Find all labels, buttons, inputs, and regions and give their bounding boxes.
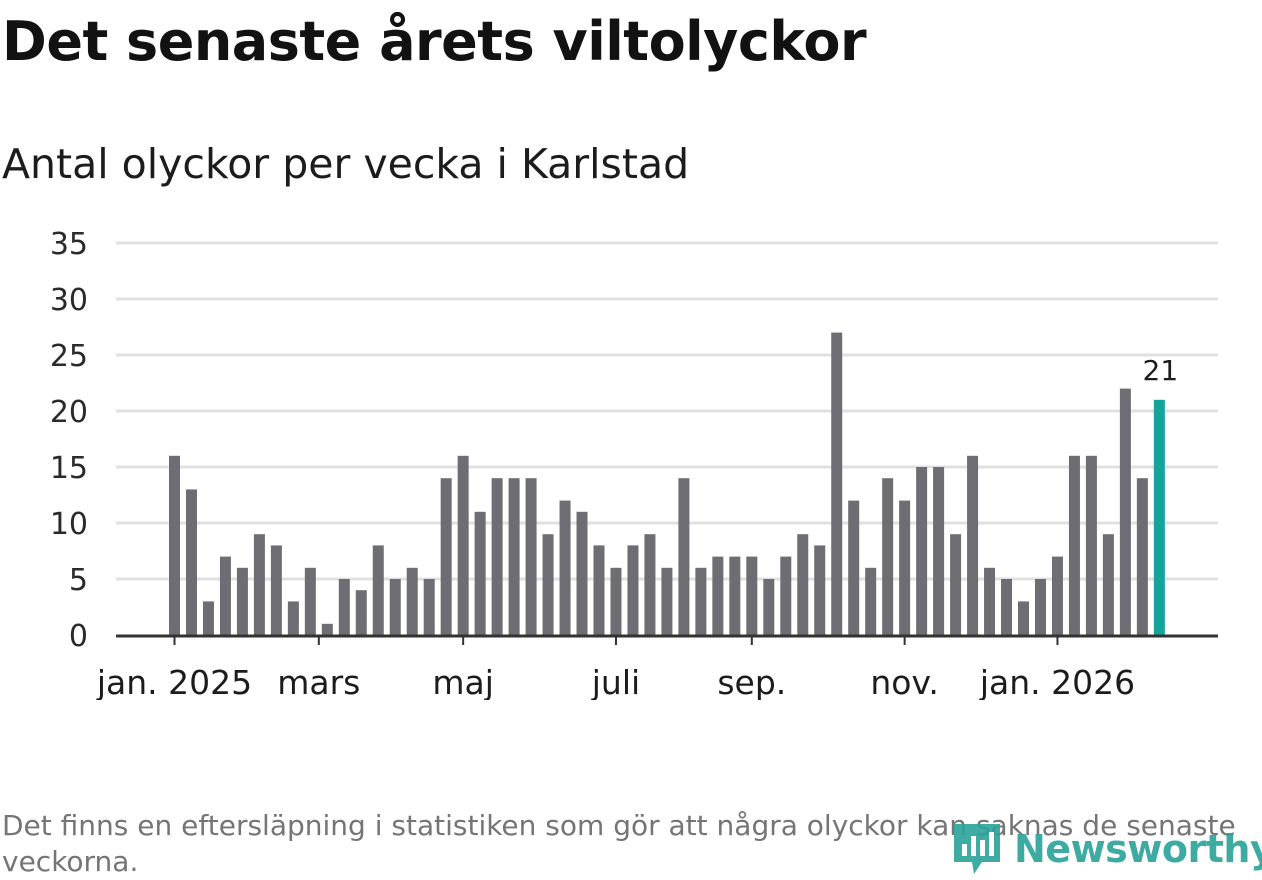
- bar: [797, 534, 809, 635]
- bar: [423, 579, 435, 635]
- bar: [627, 545, 639, 635]
- bar: [678, 478, 690, 635]
- bar-chart: 0 5 10 15 20 25 30 35 jan. 2025 mars maj juli sep. n…: [50, 227, 1218, 700]
- bar: [1102, 534, 1114, 635]
- bar: [746, 556, 758, 635]
- newsworthy-logo-text: Newsworthy: [1014, 827, 1262, 871]
- highlight-bar: [1153, 399, 1165, 635]
- y-tick-label: 10: [50, 507, 88, 542]
- bar: [321, 623, 333, 635]
- bar: [287, 601, 299, 635]
- bar: [916, 467, 928, 635]
- bar: [1085, 455, 1097, 635]
- bar: [406, 567, 418, 635]
- footnote: Det finns en eftersläpning i statistiken…: [2, 809, 1236, 878]
- bars: [169, 332, 1165, 635]
- x-tick-label: maj: [432, 663, 494, 700]
- bar: [474, 511, 486, 635]
- bar: [729, 556, 741, 635]
- bar: [848, 500, 860, 635]
- bar: [712, 556, 724, 635]
- bar: [695, 567, 707, 635]
- highlight-value-label: 21: [1143, 354, 1179, 387]
- bar: [865, 567, 877, 635]
- bar: [814, 545, 826, 635]
- bar: [1068, 455, 1080, 635]
- bar: [525, 478, 537, 635]
- x-tick-label: mars: [277, 663, 360, 700]
- bar: [1119, 388, 1131, 635]
- bar: [576, 511, 588, 635]
- bar: [1136, 478, 1148, 635]
- bar: [1034, 579, 1046, 635]
- bar: [984, 567, 996, 635]
- newsworthy-logo: Newsworthy: [952, 822, 1262, 876]
- bar: [831, 332, 843, 635]
- x-tick-label: nov.: [870, 663, 939, 700]
- x-tick-label: jan. 2026: [979, 663, 1135, 700]
- bar: [967, 455, 979, 635]
- chart-title: Det senaste årets viltolyckor: [2, 10, 867, 73]
- x-tick-label: jan. 2025: [96, 663, 252, 700]
- y-tick-label: 5: [69, 563, 88, 598]
- y-tick-label: 25: [50, 339, 88, 374]
- bar: [542, 534, 554, 635]
- bar: [440, 478, 452, 635]
- chart-subtitle: Antal olyckor per vecka i Karlstad: [2, 140, 690, 188]
- y-tick-label: 15: [50, 451, 88, 486]
- bar: [169, 455, 180, 635]
- bar: [559, 500, 571, 635]
- y-tick-label: 30: [50, 283, 88, 318]
- bar: [1051, 556, 1063, 635]
- bar: [389, 579, 401, 635]
- bar: [491, 478, 503, 635]
- newsworthy-logo-icon: [954, 824, 1000, 874]
- bar: [372, 545, 384, 635]
- annotations: 21: [1143, 354, 1179, 387]
- bar: [202, 601, 214, 635]
- bar: [355, 590, 367, 635]
- y-tick-label: 20: [50, 395, 88, 430]
- bar: [593, 545, 605, 635]
- bar: [644, 534, 656, 635]
- y-axis-ticks: 0 5 10 15 20 25 30 35: [50, 227, 88, 654]
- bar: [457, 455, 469, 635]
- bar: [185, 489, 197, 635]
- bar: [661, 567, 673, 635]
- y-tick-label: 0: [69, 619, 88, 654]
- gridlines: [116, 241, 1218, 581]
- bar: [338, 579, 350, 635]
- bar: [1001, 579, 1013, 635]
- bar: [1018, 601, 1029, 635]
- bar: [304, 567, 316, 635]
- bar: [763, 579, 775, 635]
- bar: [899, 500, 911, 635]
- bar: [933, 467, 945, 635]
- x-tick-label: sep.: [717, 663, 786, 700]
- bar: [950, 534, 962, 635]
- bar: [780, 556, 792, 635]
- x-axis-ticks: jan. 2025 mars maj juli sep. nov. jan. 2026: [96, 636, 1135, 700]
- bar: [270, 545, 282, 635]
- bar: [882, 478, 894, 635]
- bar: [610, 567, 622, 635]
- y-tick-label: 35: [50, 227, 88, 262]
- x-tick-label: juli: [591, 663, 640, 700]
- bar: [253, 534, 265, 635]
- bar: [508, 478, 520, 635]
- bar: [219, 556, 231, 635]
- bar: [236, 567, 248, 635]
